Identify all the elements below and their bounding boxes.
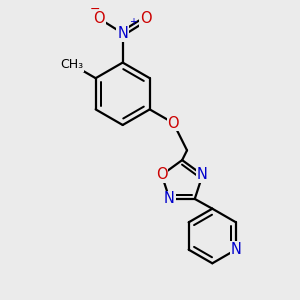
Text: O: O: [156, 167, 168, 182]
Text: +: +: [130, 16, 137, 26]
Text: N: N: [164, 191, 175, 206]
Text: N: N: [117, 26, 128, 41]
Text: N: N: [230, 242, 242, 257]
Text: −: −: [89, 3, 100, 16]
Text: O: O: [140, 11, 152, 26]
Text: O: O: [168, 116, 179, 130]
Text: N: N: [197, 167, 208, 182]
Text: O: O: [94, 11, 105, 26]
Text: CH₃: CH₃: [60, 58, 84, 71]
